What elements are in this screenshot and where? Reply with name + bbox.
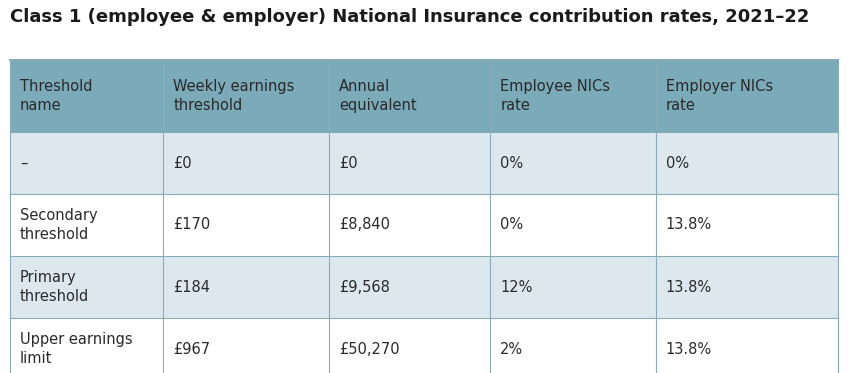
Text: Secondary
threshold: Secondary threshold	[20, 208, 98, 242]
Text: Class 1 (employee & employer) National Insurance contribution rates, 2021–22: Class 1 (employee & employer) National I…	[10, 8, 809, 26]
Text: £170: £170	[173, 217, 210, 232]
Text: £9,568: £9,568	[339, 279, 389, 295]
Text: 0%: 0%	[666, 156, 689, 170]
Text: 0%: 0%	[500, 156, 523, 170]
Text: £967: £967	[173, 342, 210, 357]
Text: Threshold
name: Threshold name	[20, 79, 92, 113]
Text: £184: £184	[173, 279, 210, 295]
Text: Weekly earnings
threshold: Weekly earnings threshold	[173, 79, 294, 113]
Text: £0: £0	[173, 156, 192, 170]
Text: 0%: 0%	[500, 217, 523, 232]
Text: –: –	[20, 156, 27, 170]
Text: 12%: 12%	[500, 279, 533, 295]
Text: 13.8%: 13.8%	[666, 342, 712, 357]
Text: £50,270: £50,270	[339, 342, 399, 357]
Text: 13.8%: 13.8%	[666, 217, 712, 232]
Text: Employer NICs
rate: Employer NICs rate	[666, 79, 773, 113]
Text: 13.8%: 13.8%	[666, 279, 712, 295]
Text: Upper earnings
limit: Upper earnings limit	[20, 332, 132, 366]
Text: Annual
equivalent: Annual equivalent	[339, 79, 416, 113]
Text: £8,840: £8,840	[339, 217, 390, 232]
Text: Employee NICs
rate: Employee NICs rate	[500, 79, 611, 113]
Text: Primary
threshold: Primary threshold	[20, 270, 89, 304]
Text: £0: £0	[339, 156, 357, 170]
Text: 2%: 2%	[500, 342, 523, 357]
